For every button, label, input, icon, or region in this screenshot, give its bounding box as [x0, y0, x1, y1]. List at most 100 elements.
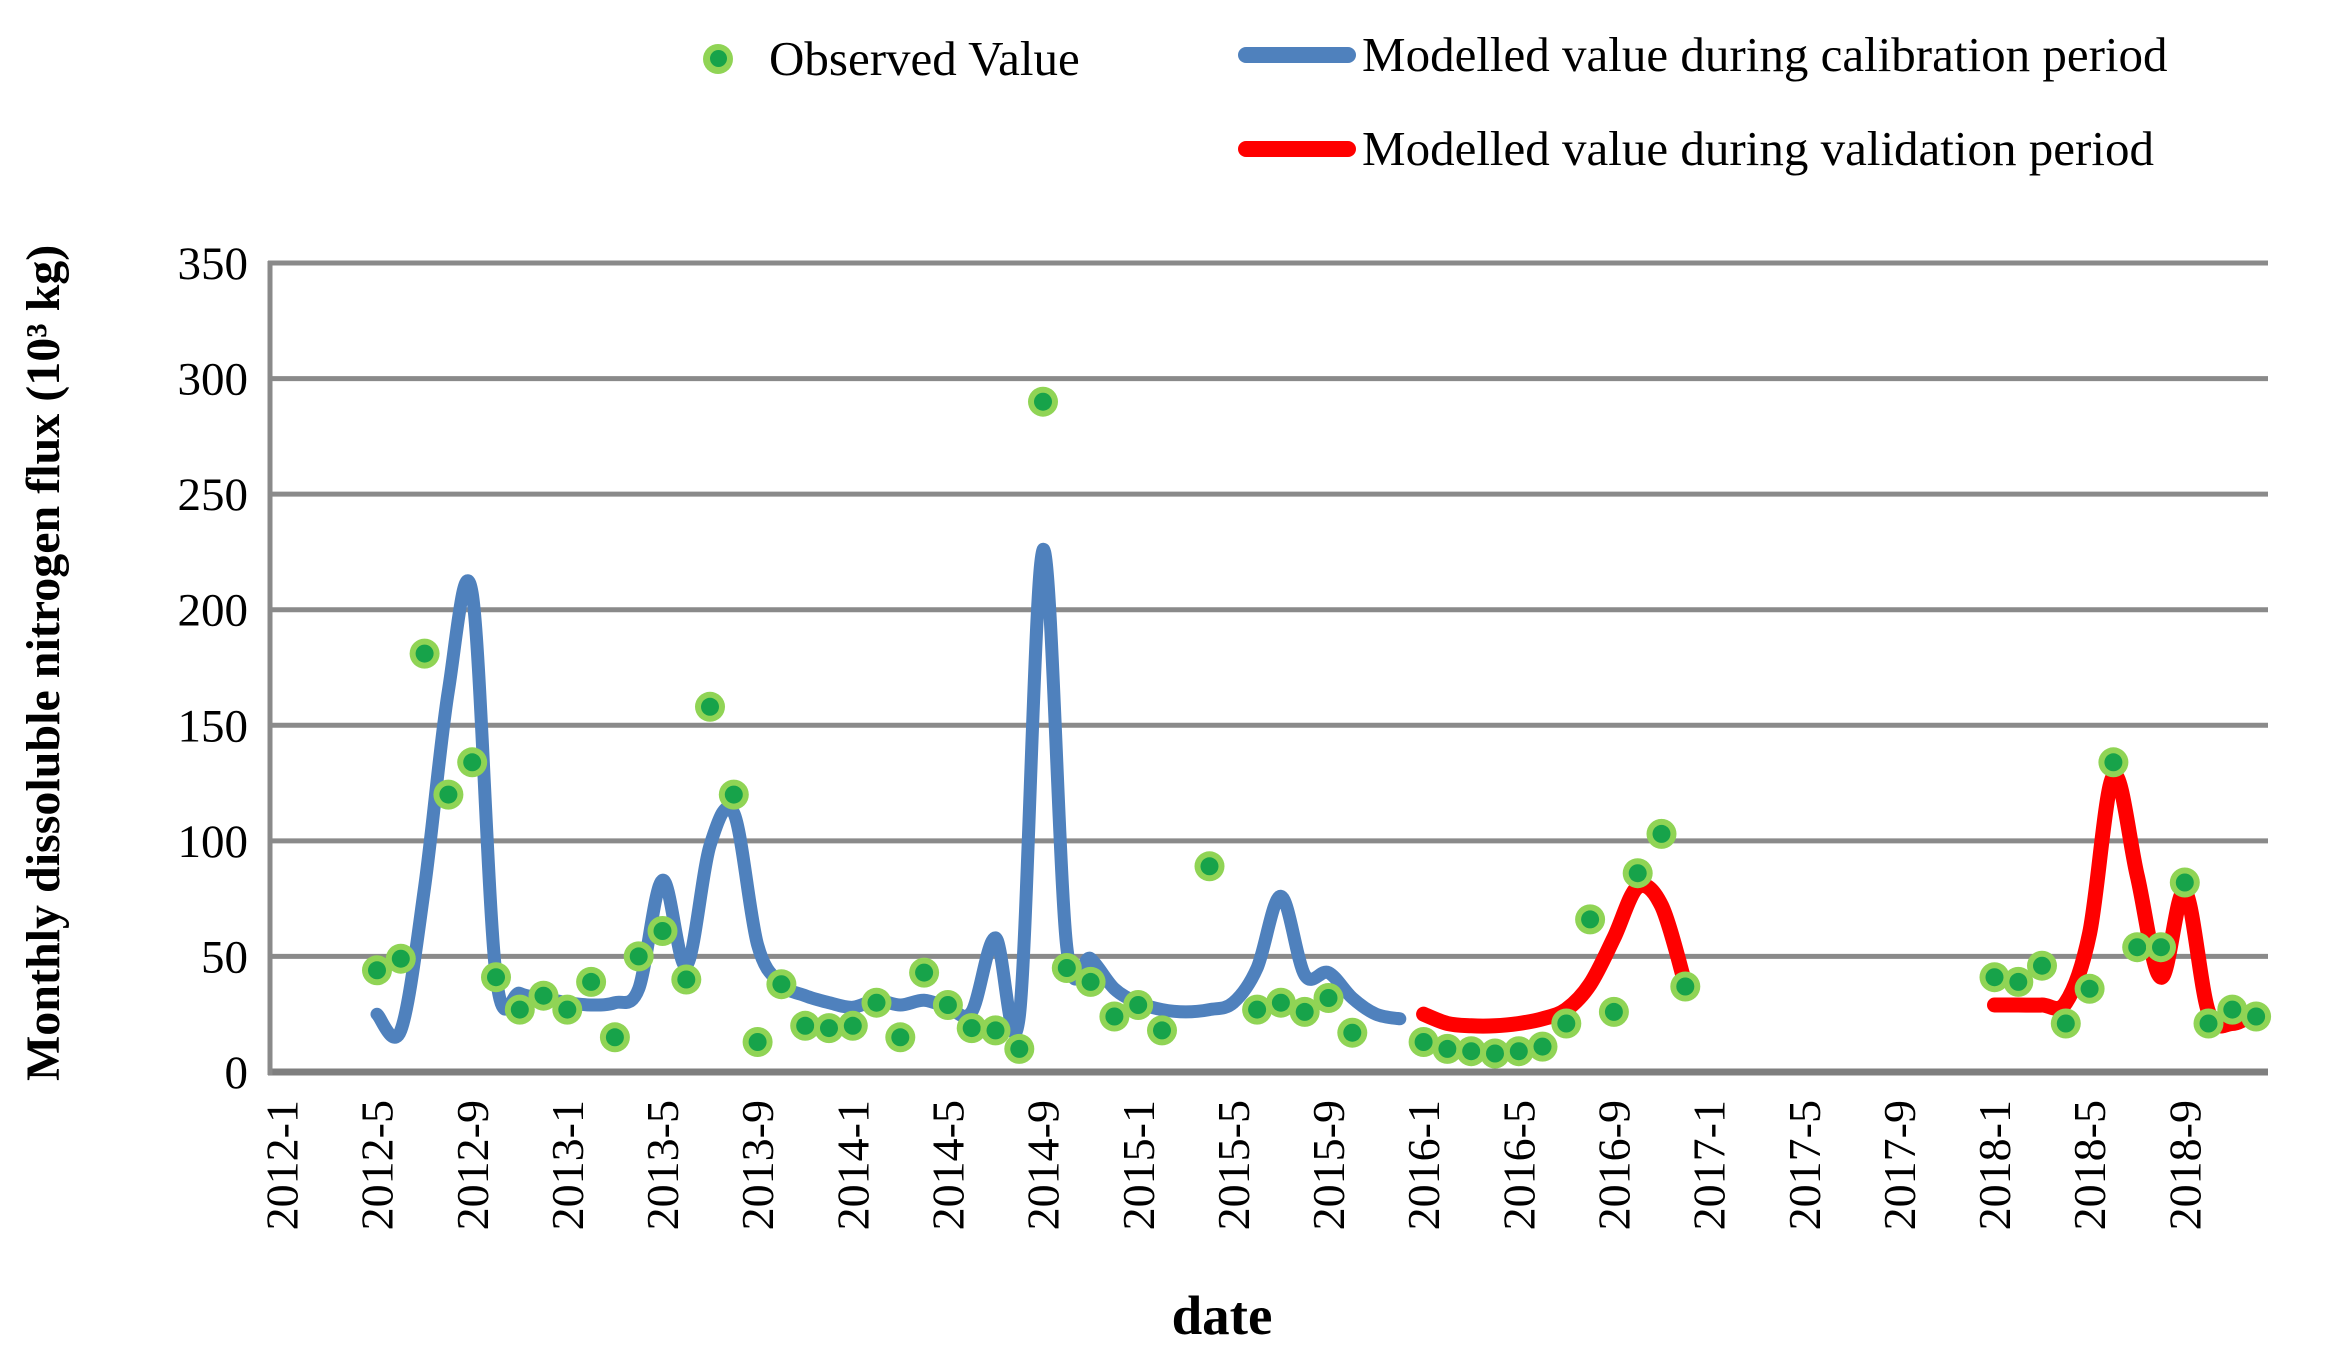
x-tick-label-2018-5: 2018-5 — [2064, 1100, 2115, 1230]
data-point-2016-10 — [1628, 864, 1647, 883]
data-point-2016-8 — [1581, 910, 1600, 929]
data-point-2014-12 — [1105, 1007, 1124, 1026]
data-point-2015-10 — [1343, 1023, 1362, 1042]
x-tick-label-2012-5: 2012-5 — [352, 1100, 403, 1230]
data-point-2013-2 — [582, 972, 601, 991]
data-point-2018-10 — [2199, 1014, 2218, 1033]
legend-label-observed: Observed Value — [769, 31, 1080, 86]
legend-item-observed: Observed Value — [703, 30, 1080, 87]
observed-marker-inner-icon — [709, 50, 727, 67]
x-tick-label-2018-1: 2018-1 — [1969, 1100, 2020, 1230]
data-point-2014-1 — [843, 1016, 862, 1035]
data-point-2014-7 — [986, 1021, 1005, 1040]
data-point-2012-6 — [391, 949, 410, 968]
data-point-2014-5 — [938, 996, 957, 1014]
observed-marker-icon — [703, 43, 733, 74]
y-tick-label-50: 50 — [201, 931, 248, 983]
data-point-2014-6 — [962, 1019, 981, 1038]
data-point-2015-1 — [1129, 996, 1148, 1014]
data-point-2015-4 — [1200, 857, 1219, 876]
data-point-2012-8 — [439, 785, 458, 804]
data-point-2016-9 — [1604, 1002, 1623, 1021]
data-point-2016-6 — [1533, 1037, 1552, 1056]
data-point-2018-6 — [2104, 753, 2123, 772]
data-point-2012-10 — [487, 968, 505, 987]
x-tick-label-2016-5: 2016-5 — [1493, 1100, 1544, 1230]
x-tick-label-2013-5: 2013-5 — [637, 1100, 688, 1230]
data-point-2013-4 — [629, 947, 648, 966]
data-point-2012-5 — [368, 961, 386, 980]
data-point-2015-6 — [1248, 1000, 1267, 1019]
legend-label-validation: Modelled value during validation period — [1362, 121, 2154, 176]
data-point-2013-5 — [653, 922, 672, 940]
data-point-2013-7 — [701, 697, 719, 716]
y-tick-label-100: 100 — [178, 816, 249, 868]
x-tick-label-2012-1: 2012-1 — [257, 1100, 308, 1230]
data-point-2018-7 — [2128, 938, 2147, 957]
x-tick-label-2016-1: 2016-1 — [1398, 1100, 1449, 1230]
data-point-2018-2 — [2009, 972, 2028, 991]
x-tick-label-2013-1: 2013-1 — [542, 1100, 593, 1230]
data-point-2018-12 — [2247, 1007, 2266, 1026]
data-point-2014-3 — [891, 1028, 910, 1047]
legend-item-calibration: Modelled value during calibration period — [1238, 26, 2168, 83]
data-point-2013-6 — [677, 970, 696, 989]
data-point-2018-4 — [2056, 1014, 2075, 1033]
y-tick-label-300: 300 — [178, 354, 249, 406]
data-point-2016-7 — [1557, 1014, 1576, 1033]
x-tick-label-2013-9: 2013-9 — [732, 1100, 783, 1230]
validation-line-icon — [1238, 140, 1356, 157]
data-point-2013-10 — [772, 975, 791, 994]
data-point-2012-9 — [463, 753, 482, 772]
data-point-2013-11 — [796, 1016, 815, 1035]
data-point-2014-9 — [1034, 392, 1052, 411]
x-tick-label-2014-5: 2014-5 — [923, 1100, 974, 1230]
data-point-2014-8 — [1010, 1039, 1029, 1058]
data-point-2013-12 — [820, 1019, 838, 1038]
calibration-line-icon — [1238, 46, 1356, 63]
data-point-2016-2 — [1438, 1039, 1457, 1058]
x-tick-label-2018-9: 2018-9 — [2159, 1100, 2210, 1230]
x-tick-label-2014-1: 2014-1 — [827, 1100, 878, 1230]
data-point-2016-11 — [1652, 824, 1671, 843]
y-tick-label-200: 200 — [178, 585, 249, 637]
data-point-2012-7 — [415, 644, 434, 663]
data-point-2016-12 — [1676, 977, 1695, 996]
data-point-2013-8 — [724, 785, 743, 804]
data-point-2012-12 — [534, 986, 553, 1005]
data-point-2014-4 — [915, 963, 934, 982]
x-tick-label-2014-9: 2014-9 — [1018, 1100, 1069, 1230]
y-tick-label-0: 0 — [225, 1047, 249, 1099]
x-tick-label-2017-5: 2017-5 — [1779, 1100, 1830, 1230]
data-point-2015-2 — [1153, 1021, 1171, 1040]
x-tick-label-2015-9: 2015-9 — [1303, 1100, 1354, 1230]
validation-line-segment-2 — [1987, 767, 2264, 1034]
legend-label-calibration: Modelled value during calibration period — [1362, 27, 2168, 82]
data-point-2013-9 — [748, 1033, 767, 1051]
data-point-2016-5 — [1509, 1042, 1528, 1061]
data-point-2016-1 — [1414, 1033, 1433, 1051]
data-point-2018-3 — [2033, 956, 2051, 975]
x-tick-label-2016-9: 2016-9 — [1589, 1100, 1640, 1230]
y-tick-label-250: 250 — [178, 469, 249, 521]
data-point-2018-11 — [2223, 1000, 2242, 1019]
calibration-line — [370, 543, 1407, 1044]
y-tick-label-350: 350 — [178, 238, 249, 290]
data-point-2015-8 — [1295, 1002, 1314, 1021]
data-point-2018-1 — [1985, 968, 2004, 987]
x-tick-label-2012-9: 2012-9 — [447, 1100, 498, 1230]
x-tick-label-2017-1: 2017-1 — [1684, 1100, 1735, 1230]
data-point-2015-9 — [1319, 989, 1338, 1007]
data-point-2014-10 — [1057, 959, 1076, 977]
data-point-2012-11 — [510, 1000, 529, 1019]
data-point-2018-5 — [2080, 979, 2099, 998]
data-point-2015-7 — [1271, 993, 1290, 1012]
x-tick-label-2017-9: 2017-9 — [1874, 1100, 1925, 1230]
x-axis-title: date — [1171, 1285, 1273, 1346]
data-point-2016-3 — [1462, 1042, 1481, 1061]
x-tick-label-2015-5: 2015-5 — [1208, 1100, 1259, 1230]
data-point-2013-1 — [558, 1000, 577, 1019]
data-point-2018-8 — [2152, 938, 2170, 957]
